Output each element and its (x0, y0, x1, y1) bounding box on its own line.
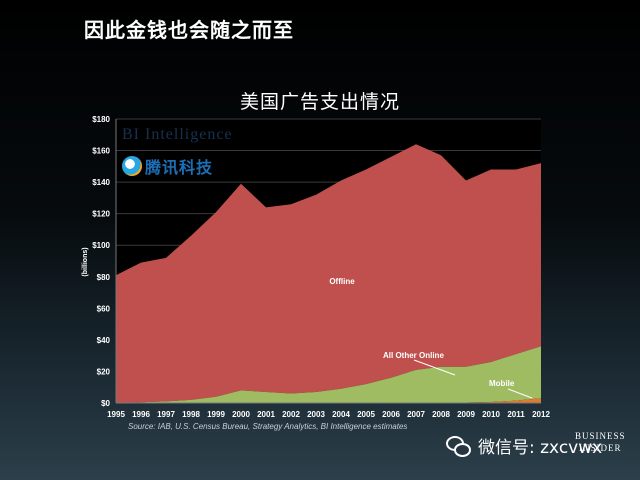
y-tick-labels: $0 $20 $40 $60 $80 $100 $120 $140 $160 $180 (92, 115, 110, 408)
area-all-other-online (116, 346, 541, 403)
series-label-online: All Other Online (383, 351, 444, 360)
tencent-logo-text: 腾讯科技 (145, 158, 214, 177)
y-tick-label: $80 (97, 273, 111, 282)
x-tick-label: 2010 (482, 410, 500, 419)
y-tick-label: $160 (92, 147, 110, 156)
x-tick-label: 2006 (382, 410, 400, 419)
chart-source: Source: IAB, U.S. Census Bureau, Strateg… (128, 422, 408, 431)
x-tick-label: 2004 (332, 410, 350, 419)
x-tick-label: 1999 (207, 410, 225, 419)
x-tick-label: 2003 (307, 410, 325, 419)
x-tick-labels: 1995 1996 1997 1998 1999 2000 2001 2002 2003 2004… (107, 410, 550, 419)
x-tick-label: 2012 (532, 410, 550, 419)
x-tick-label: 1995 (107, 410, 125, 419)
tencent-tech-logo: 腾讯科技 (122, 154, 213, 178)
x-tick-label: 1998 (182, 410, 200, 419)
x-tick-label: 2005 (357, 410, 375, 419)
wechat-id-label: 微信号: zxcvwx (478, 438, 603, 458)
y-tick-label: $180 (92, 115, 110, 124)
bi-intelligence-logo: BI Intelligence (122, 126, 233, 143)
y-tick-label: $20 (97, 367, 111, 376)
tencent-logo-icon (122, 156, 142, 176)
y-tick-label: $100 (92, 241, 110, 250)
mobile-label-leader (507, 388, 533, 399)
wechat-icon (446, 435, 471, 457)
y-tick-label: $60 (97, 304, 111, 313)
y-tick-label: $0 (101, 399, 110, 408)
wechat-watermark: 微信号: zxcvwx (446, 433, 602, 458)
y-tick-label: $40 (97, 336, 111, 345)
online-label-leader (413, 359, 456, 376)
x-tick-label: 2001 (257, 410, 275, 419)
bi-logo-line2: INSIDER (579, 443, 622, 453)
x-tick-label: 2011 (507, 410, 525, 419)
y-tick-label: $140 (92, 178, 110, 187)
business-insider-logo: BUSINESS INSIDER (575, 430, 626, 454)
x-tick-label: 1996 (132, 410, 150, 419)
slide-title: 因此金钱也会随之而至 (84, 18, 294, 42)
x-tick-label: 2000 (232, 410, 250, 419)
series-label-offline: Offline (329, 277, 355, 286)
y-tick-label: $120 (92, 210, 110, 219)
series-label-mobile: Mobile (489, 379, 515, 388)
area-offline (116, 144, 541, 404)
x-tick-label: 1997 (157, 410, 175, 419)
bi-logo-line1: BUSINESS (575, 431, 626, 441)
y-axis-label: (billions) (82, 247, 89, 276)
x-tick-label: 2008 (432, 410, 450, 419)
x-tick-label: 2002 (282, 410, 300, 419)
chart-title: 美国广告支出情况 (239, 91, 400, 113)
x-tick-label: 2009 (457, 410, 475, 419)
x-tick-label: 2007 (407, 410, 425, 419)
